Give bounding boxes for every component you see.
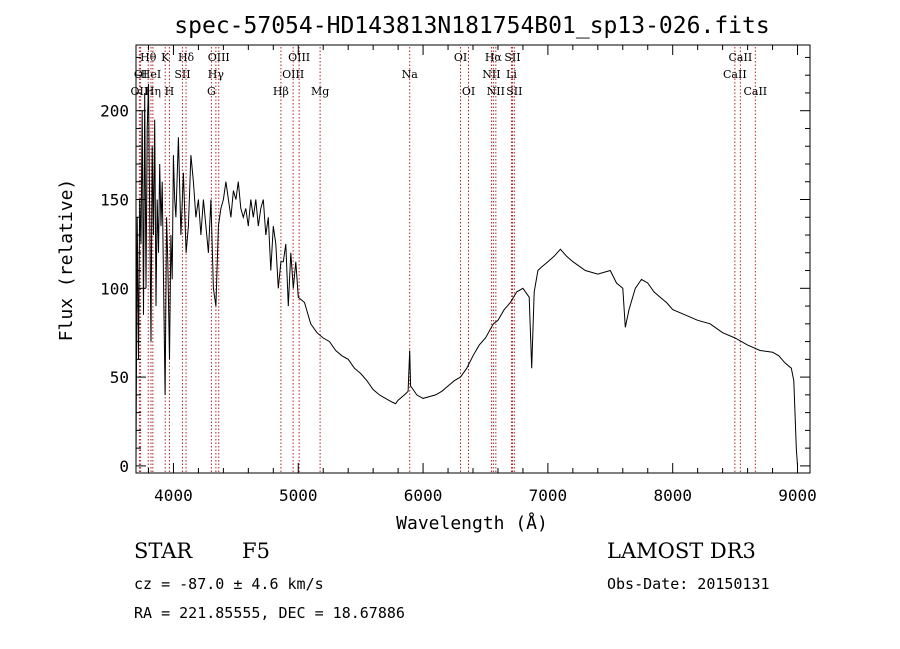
object-subclass: F5 [242,539,270,563]
y-tick-label: 50 [110,368,129,387]
line-marker-label: HeI [141,68,161,81]
line-marker-label: CaII [723,68,747,81]
y-tick-label: 0 [119,457,129,476]
line-marker-label: SII [174,68,190,81]
line-marker-label: OI [454,51,467,64]
x-tick-label: 5000 [279,486,318,505]
line-marker-label: OIII [288,51,310,64]
line-marker-label: Hβ [273,85,289,98]
line-marker-label: Hα [485,51,503,64]
redshift-cz: cz = -87.0 ± 4.6 km/s [134,575,324,593]
line-marker-label: K [161,51,170,64]
line-marker-label: OIII [208,51,230,64]
line-marker-label: OI [462,85,475,98]
line-marker-label: SII [504,51,520,64]
x-axis-label: Wavelength (Å) [396,512,548,534]
y-tick-label: 200 [100,102,129,121]
y-tick-label: 150 [100,191,129,210]
line-marker-label: Hγ [208,68,225,81]
object-class: STAR [134,539,193,563]
observation-date: Obs-Date: 20150131 [607,575,770,593]
spectrum-chart: spec-57054-HD143813N181754B01_sp13-026.f… [56,13,817,534]
x-axis-ticks: 4000 5000 6000 7000 8000 9000 [147,45,817,505]
x-tick-label: 4000 [154,486,193,505]
plot-frame [135,44,811,474]
line-marker-label: CaII [729,51,753,64]
line-marker-label: Mg [311,85,329,98]
line-marker-label: SII [506,85,522,98]
spectral-line-markers [138,47,756,473]
line-marker-label: Hθ [140,51,157,64]
line-marker-label: CaII [743,85,767,98]
x-tick-label: 6000 [404,486,443,505]
spectral-line-labels: OII OI Hθ HeI Hη K H SII Hδ G Hγ OIII Hβ OIII OIII Mg Na… [131,51,768,98]
line-marker-label: OII [131,85,149,98]
y-axis-ticks: 0 50 100 150 200 [100,56,810,476]
line-marker-label: Hδ [178,51,195,64]
line-marker-label: OI [134,68,147,81]
x-tick-label: 9000 [778,486,817,505]
line-marker-label: G [207,85,216,98]
y-tick-label: 100 [100,279,129,298]
x-tick-label: 8000 [653,486,692,505]
flux-series-line [135,84,798,466]
y-axis-label: Flux (relative) [56,179,77,342]
line-marker-label: Na [402,68,419,81]
line-marker-label: Hη [145,85,161,98]
line-marker-label: OIII [282,68,304,81]
survey-name: LAMOST DR3 [607,539,756,563]
line-marker-label: Li [506,68,517,81]
line-marker-label: NII [482,68,500,81]
ra-dec-coordinates: RA = 221.85555, DEC = 18.67886 [134,604,405,622]
chart-title: spec-57054-HD143813N181754B01_sp13-026.f… [174,13,769,39]
line-marker-label: NII [487,85,505,98]
x-tick-label: 7000 [529,486,568,505]
line-marker-label: H [165,85,175,98]
